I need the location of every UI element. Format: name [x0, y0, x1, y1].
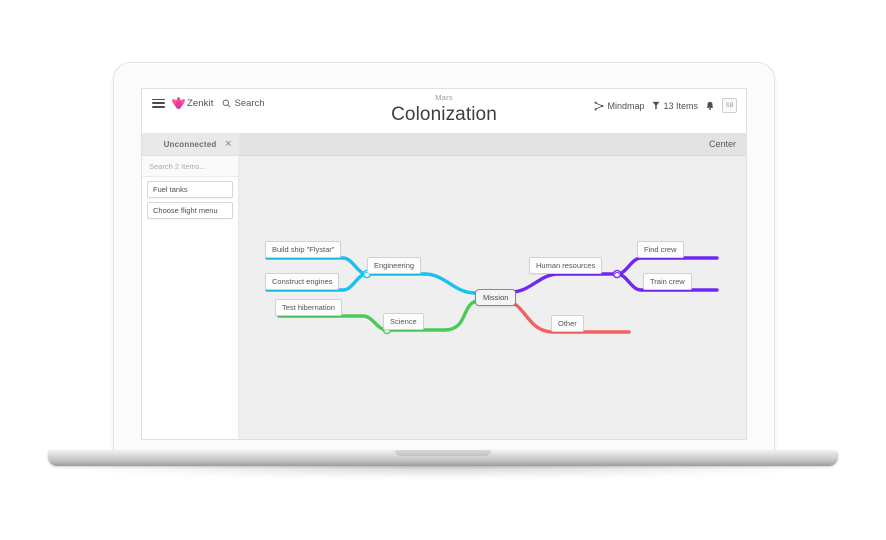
- collapse-handle-human-resources: [612, 269, 622, 279]
- canvas-header: Center: [239, 133, 746, 156]
- search-label: Search: [234, 97, 265, 109]
- mindmap-node-engineering[interactable]: Engineering: [367, 257, 422, 274]
- funnel-icon: [652, 101, 661, 110]
- mindmap-node-test-hibernation[interactable]: Test hibernation: [275, 299, 342, 316]
- view-switcher-label: Mindmap: [607, 100, 645, 111]
- laptop-base: [48, 450, 838, 466]
- mindmap-node-science[interactable]: Science: [383, 313, 424, 330]
- mindmap-node-other[interactable]: Other: [551, 315, 584, 332]
- unconnected-sidebar: Unconnected ✕ Fuel tanks Choose flight m…: [142, 133, 239, 439]
- topbar-right-group: Mindmap 13 Items SB: [594, 98, 737, 113]
- list-item[interactable]: Choose flight menu: [147, 202, 233, 219]
- bell-icon: [706, 101, 714, 110]
- sidebar-search[interactable]: [142, 156, 238, 177]
- mindmap-node-build-ship[interactable]: Build ship "Flystar": [265, 241, 342, 258]
- topbar-left-group: Zenkit Search: [152, 97, 265, 110]
- mindmap-panel: Center: [239, 133, 746, 439]
- mindmap-node-train-crew[interactable]: Train crew: [643, 273, 692, 290]
- mindmap-node-center[interactable]: Mission: [475, 289, 517, 306]
- sidebar-title: Unconnected: [163, 139, 217, 149]
- zenkit-logo-icon: [170, 97, 187, 110]
- hamburger-icon[interactable]: [152, 98, 165, 108]
- list-item[interactable]: Fuel tanks: [147, 181, 233, 198]
- items-count-label: 13 Items: [663, 100, 698, 111]
- filter-button[interactable]: 13 Items: [652, 101, 698, 111]
- notifications-button[interactable]: [706, 101, 714, 111]
- view-switcher-mindmap[interactable]: Mindmap: [594, 101, 644, 111]
- brand-logo[interactable]: Zenkit: [170, 97, 214, 110]
- brand-name: Zenkit: [187, 97, 214, 109]
- laptop-screen: Zenkit Search Mars Colonization: [141, 88, 747, 440]
- laptop-notch: [395, 450, 491, 456]
- mindmap-canvas[interactable]: Mission Build ship "Flystar" Construct e…: [239, 156, 746, 439]
- mindmap-node-find-crew[interactable]: Find crew: [637, 241, 684, 258]
- sidebar-header: Unconnected ✕: [142, 133, 238, 156]
- mindmap-node-human-resources[interactable]: Human resources: [529, 257, 603, 274]
- search-input[interactable]: [149, 161, 231, 171]
- app-body: Unconnected ✕ Fuel tanks Choose flight m…: [142, 133, 746, 439]
- close-icon[interactable]: ✕: [224, 138, 232, 149]
- sidebar-item-list: Fuel tanks Choose flight menu: [142, 177, 238, 223]
- mindmap-node-construct-engines[interactable]: Construct engines: [265, 273, 340, 290]
- mindmap-icon: [595, 101, 604, 110]
- app-topbar: Zenkit Search Mars Colonization: [142, 89, 746, 134]
- avatar[interactable]: SB: [722, 98, 737, 113]
- search-icon: [223, 99, 231, 107]
- canvas-header-label: Center: [708, 139, 736, 149]
- search-button[interactable]: Search: [222, 97, 265, 109]
